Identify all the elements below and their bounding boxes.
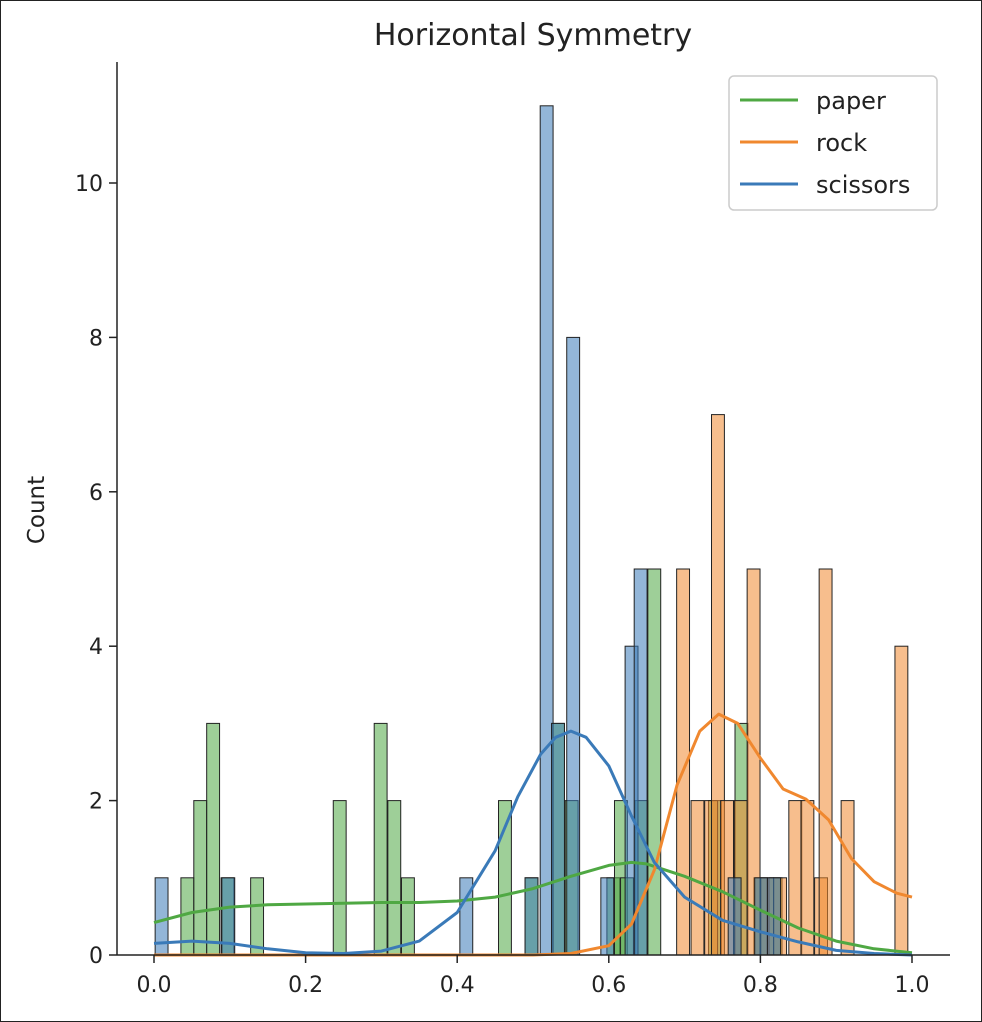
bar-paper (373, 722, 388, 956)
legend-label-scissors: scissors (816, 171, 910, 199)
y-tick-label: 8 (89, 326, 103, 351)
x-tick-label: 0.2 (288, 973, 323, 998)
y-tick-label: 0 (89, 944, 103, 969)
kde-line-rock (154, 712, 913, 957)
bar-paper (206, 722, 221, 956)
chart-title: Horizontal Symmetry (374, 18, 692, 53)
bars-group (154, 105, 909, 956)
y-tick-label: 2 (89, 790, 103, 815)
bar-rock (690, 800, 705, 956)
legend-label-rock: rock (816, 129, 867, 157)
bar-scissors (727, 877, 742, 956)
bar-paper (250, 877, 265, 956)
bar-scissors (566, 336, 581, 956)
bar-rock (788, 800, 803, 956)
x-tick-label: 0.0 (137, 973, 172, 998)
bar-paper (193, 800, 208, 956)
y-tick-label: 10 (75, 172, 103, 197)
kde-line-paper (153, 860, 913, 955)
x-tick-label: 0.8 (743, 973, 778, 998)
y-tick-label: 4 (89, 635, 103, 660)
bar-scissors (551, 722, 565, 956)
bar-scissors (633, 568, 648, 956)
x-tick-label: 0.4 (440, 973, 475, 998)
bar-paper (332, 800, 347, 956)
bar-paper (647, 568, 662, 956)
y-axis-label: Count (24, 476, 50, 544)
legend: paper rock scissors (728, 75, 938, 211)
bar-rock (840, 800, 855, 956)
bar-paper (387, 800, 402, 956)
x-tick-label: 0.6 (591, 973, 626, 998)
legend-label-paper: paper (816, 87, 886, 115)
bar-rock (818, 568, 833, 956)
bar-rock (894, 645, 909, 956)
legend-box (728, 75, 938, 211)
x-tick-label: 1.0 (895, 973, 930, 998)
kde-line-scissors (153, 729, 913, 957)
y-tick-label: 6 (89, 481, 103, 506)
bar-scissors (754, 877, 769, 956)
